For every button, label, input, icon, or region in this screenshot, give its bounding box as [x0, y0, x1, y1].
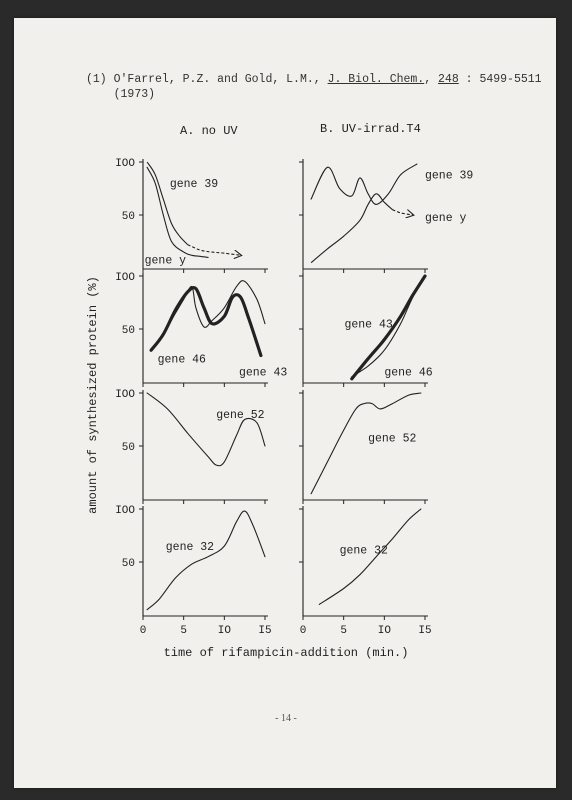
x-tick-label-1-10: IO	[378, 625, 392, 637]
series-label-gene-y-1-0: gene y	[425, 212, 467, 225]
x-tick-label-0-10: IO	[218, 625, 232, 637]
y-tick-label-1-50: 50	[122, 325, 135, 337]
curve-gene-32-0-3	[146, 510, 266, 611]
curve-gene-43-0-1	[150, 280, 266, 351]
ref-volume: 248	[438, 73, 459, 86]
column-title-a: A. no UV	[180, 124, 238, 138]
x-tick-label-0-5: 5	[180, 625, 187, 637]
page-number: - 14 -	[275, 713, 297, 724]
y-tick-label-0-100: IOO	[115, 158, 135, 170]
series-label-gene-46-1-1: gene 46	[384, 366, 432, 379]
paper-page	[14, 18, 556, 788]
curve-gene-39-1-0	[310, 163, 418, 205]
reference-citation: (1) O'Farrel, P.Z. and Gold, L.M., J. Bi…	[86, 73, 542, 101]
series-label-gene-32-0-3: gene 32	[166, 541, 214, 554]
column-title-b: B. UV-irrad.T4	[320, 122, 421, 136]
series-label-gene-y-0-0: gene y	[145, 255, 187, 268]
series-label-gene-43-0-1: gene 43	[239, 366, 287, 379]
series-label-gene-39-1-0: gene 39	[425, 170, 473, 183]
y-tick-label-2-50: 50	[122, 442, 135, 454]
x-tick-label-0-0: 0	[140, 625, 147, 637]
y-tick-label-3-50: 50	[122, 558, 135, 570]
curve-gene-32-1-3	[318, 508, 422, 605]
curve-gene-46-1-1	[350, 274, 427, 381]
y-tick-label-0-50: 50	[122, 211, 135, 223]
series-label-gene-43-1-1: gene 43	[344, 319, 392, 332]
curve-gene-52-1-2	[310, 392, 422, 495]
series-label-gene-32-1-3: gene 32	[340, 544, 388, 557]
y-tick-label-1-100: IOO	[115, 272, 135, 284]
curve-gene-46-0-1	[149, 286, 263, 358]
ref-number: (1)	[86, 73, 107, 86]
series-label-gene-46-0-1: gene 46	[158, 354, 206, 367]
ref-journal: J. Biol. Chem.	[327, 73, 425, 86]
x-tick-label-1-5: 5	[340, 625, 347, 637]
series-label-gene-39-0-0: gene 39	[170, 178, 218, 191]
curve-gene-y-1-0-dashed	[392, 209, 413, 215]
ref-authors: O'Farrel, P.Z. and Gold, L.M.,	[113, 73, 321, 86]
x-tick-label-1-0: 0	[300, 625, 307, 637]
ref-pages: : 5499-5511	[465, 73, 542, 86]
y-axis-title: amount of synthesized protein (%)	[86, 276, 100, 514]
ref-year: (1973)	[113, 88, 156, 101]
curve-gene-y-1-0-solid	[310, 193, 393, 264]
x-axis-title: time of rifampicin-addition (min.)	[164, 646, 409, 660]
curve-gene-39-0-0	[146, 166, 209, 258]
y-tick-label-3-100: IOO	[115, 505, 135, 517]
x-tick-label-1-15: I5	[418, 625, 431, 637]
series-label-gene-52-0-2: gene 52	[216, 409, 264, 422]
y-tick-label-2-100: IOO	[115, 389, 135, 401]
series-label-gene-52-1-2: gene 52	[368, 433, 416, 446]
curve-gene-y-0-0-dashed	[187, 244, 241, 256]
curve-gene-52-0-2	[146, 392, 266, 467]
curve-gene-y-0-0-solid	[146, 161, 189, 246]
x-tick-label-0-15: I5	[258, 625, 271, 637]
